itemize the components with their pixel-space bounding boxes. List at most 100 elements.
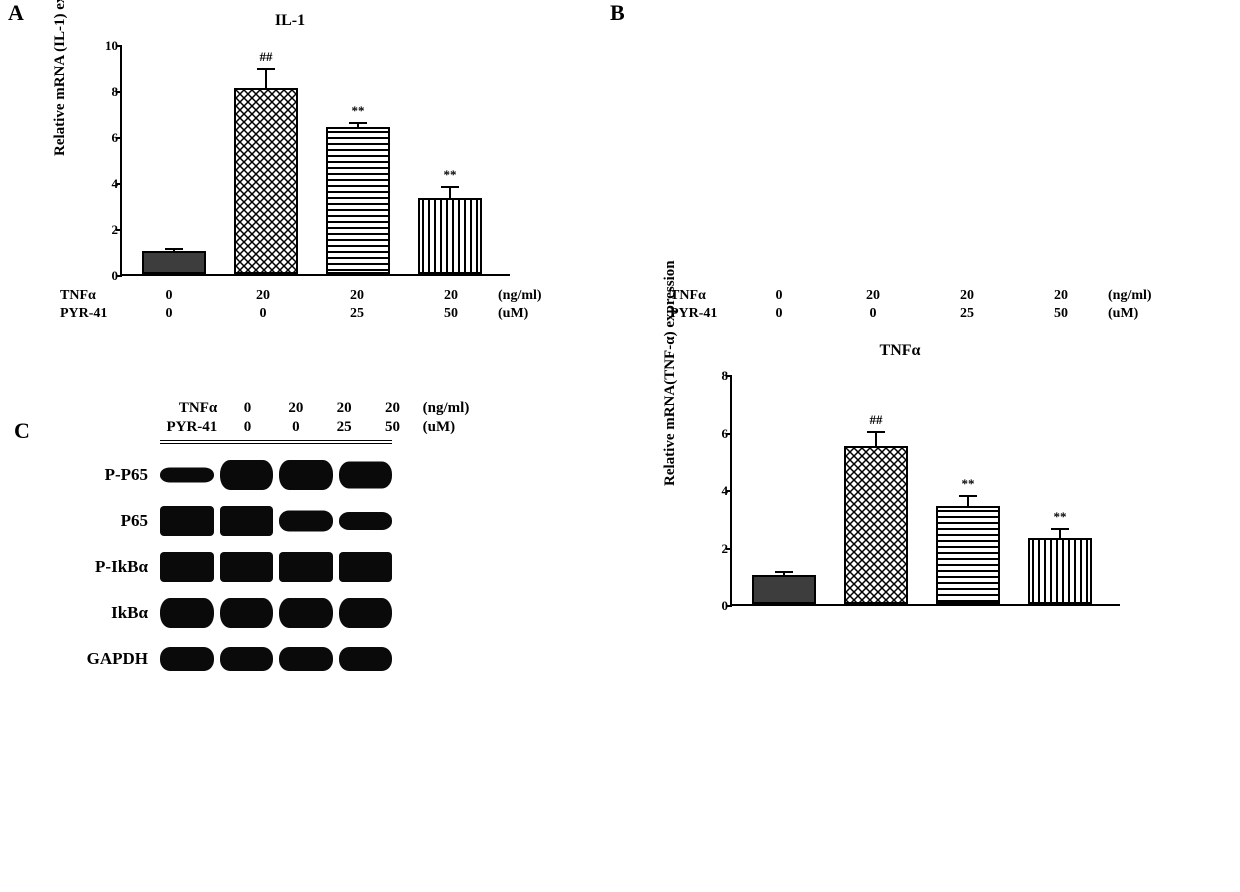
band — [220, 598, 274, 628]
ytick-mark — [116, 91, 122, 93]
error-bar — [265, 69, 267, 87]
band — [220, 460, 274, 490]
band — [220, 552, 274, 582]
xcond-row: TNFα0202020(ng/ml) — [670, 288, 1166, 304]
xcond-cell: 50 — [1014, 306, 1108, 322]
xcond-cell: 0 — [122, 306, 216, 322]
protein-label: IkBα — [60, 603, 160, 623]
band-strip — [160, 460, 392, 490]
error-cap — [775, 571, 793, 573]
ytick-mark — [726, 490, 732, 492]
protein-label: P-IkBα — [60, 557, 160, 577]
blot-row: GAPDH — [60, 644, 480, 674]
y-axis-label: Relative mRNA (IL-1) expression — [52, 0, 69, 156]
band — [339, 598, 393, 628]
blot-header: TNFα0202020(ng/ml)PYR-41002550(uM) — [160, 400, 480, 436]
blot-header-row: PYR-41002550(uM) — [160, 419, 480, 436]
band-strip — [160, 552, 392, 582]
band — [279, 460, 333, 490]
ytick-label: 4 — [94, 176, 118, 192]
xcond-cell: 0 — [826, 306, 920, 322]
ytick-mark — [116, 229, 122, 231]
xcond-label: TNFα — [670, 288, 732, 304]
blot-header-row: TNFα0202020(ng/ml) — [160, 400, 480, 417]
blot-header-cell: 50 — [368, 419, 416, 436]
bar — [418, 198, 482, 274]
blot-header-cell: 0 — [272, 419, 320, 436]
ytick-mark — [726, 433, 732, 435]
error-cap — [959, 495, 977, 497]
blot-header-cell: 0 — [223, 400, 271, 417]
blot-row: P65 — [60, 506, 480, 536]
significance-annot: ** — [326, 103, 390, 119]
xcond-cell: 0 — [732, 288, 826, 304]
blot-header-cell: 20 — [272, 400, 320, 417]
panel-label-c: C — [14, 418, 30, 444]
error-cap — [441, 186, 459, 188]
significance-annot: ## — [234, 49, 298, 65]
significance-annot: ** — [1028, 509, 1092, 525]
ytick-label: 2 — [94, 222, 118, 238]
band — [160, 598, 214, 628]
protein-label: P-P65 — [60, 465, 160, 485]
panel-label-b: B — [610, 0, 625, 26]
axes: 02468##**** — [730, 376, 1120, 606]
xcond-label: PYR-41 — [60, 306, 122, 322]
band — [160, 468, 214, 483]
band — [160, 506, 214, 536]
protein-label: GAPDH — [60, 649, 160, 669]
ytick-label: 0 — [704, 598, 728, 614]
band-strip — [160, 598, 392, 628]
bar — [844, 446, 908, 604]
western-blot: TNFα0202020(ng/ml)PYR-41002550(uM)P-P65P… — [60, 400, 480, 690]
xcond-unit: (uM) — [498, 306, 556, 322]
xcond-label: PYR-41 — [670, 306, 732, 322]
significance-annot: ** — [418, 167, 482, 183]
blot-header-unit: (ng/ml) — [417, 400, 480, 417]
ytick-label: 6 — [94, 130, 118, 146]
ytick-label: 0 — [94, 268, 118, 284]
blot-header-cell: 20 — [320, 400, 368, 417]
band — [339, 512, 393, 530]
xcond-cell: 25 — [920, 306, 1014, 322]
ytick-mark — [116, 45, 122, 47]
ytick-label: 8 — [704, 368, 728, 384]
xcond-cell: 20 — [826, 288, 920, 304]
xcond-cell: 20 — [310, 288, 404, 304]
bar — [234, 88, 298, 274]
xcond-cell: 20 — [1014, 288, 1108, 304]
band — [339, 462, 393, 489]
xcond-cell: 50 — [404, 306, 498, 322]
xcond-unit: (ng/ml) — [1108, 288, 1166, 304]
ytick-label: 2 — [704, 541, 728, 557]
xcond-row: PYR-41002550(uM) — [670, 306, 1166, 322]
panel-label-a: A — [8, 0, 24, 26]
chart-title: IL-1 — [50, 12, 530, 30]
blot-row: IkBα — [60, 598, 480, 628]
error-cap — [1051, 528, 1069, 530]
ytick-label: 6 — [704, 426, 728, 442]
error-cap — [349, 122, 367, 124]
ytick-mark — [116, 183, 122, 185]
significance-annot: ## — [844, 412, 908, 428]
error-bar — [967, 496, 969, 506]
error-cap — [867, 431, 885, 433]
blot-header-cell: 20 — [368, 400, 416, 417]
band — [160, 552, 214, 582]
protein-label: P65 — [60, 511, 160, 531]
blot-header-cell: 0 — [223, 419, 271, 436]
band — [279, 511, 333, 532]
xcond-unit: (ng/ml) — [498, 288, 556, 304]
ytick-mark — [116, 137, 122, 139]
band — [279, 552, 333, 582]
xcond-label: TNFα — [60, 288, 122, 304]
blot-header-label: PYR-41 — [160, 419, 223, 436]
band — [339, 647, 393, 671]
ytick-label: 10 — [94, 38, 118, 54]
ytick-label: 8 — [94, 84, 118, 100]
band — [220, 506, 274, 536]
ytick-mark — [116, 275, 122, 277]
xcond-cell: 25 — [310, 306, 404, 322]
axes: 0246810##**** — [120, 46, 510, 276]
ytick-mark — [726, 548, 732, 550]
